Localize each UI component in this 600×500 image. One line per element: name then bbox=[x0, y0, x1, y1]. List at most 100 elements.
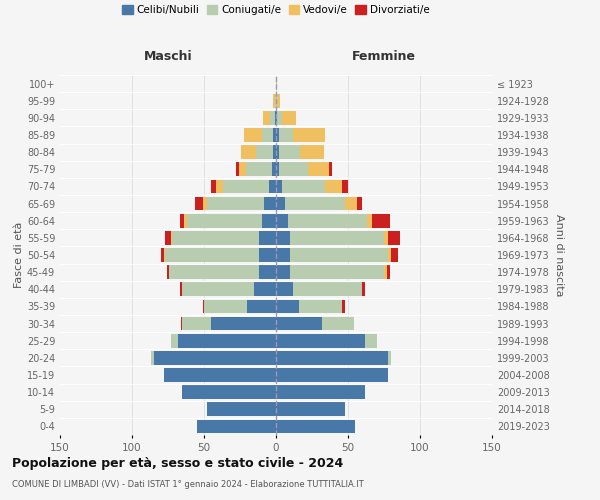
Bar bbox=[276, 402, 345, 416]
Bar bbox=[207, 402, 276, 416]
Bar bbox=[356, 196, 362, 210]
Bar bbox=[345, 196, 356, 210]
Y-axis label: Anni di nascita: Anni di nascita bbox=[554, 214, 563, 296]
Bar bbox=[301, 146, 323, 159]
Bar bbox=[277, 111, 282, 124]
Bar bbox=[273, 146, 276, 159]
Bar bbox=[178, 334, 276, 347]
Bar bbox=[215, 180, 223, 194]
Bar bbox=[254, 282, 276, 296]
Bar bbox=[272, 162, 276, 176]
Bar bbox=[277, 94, 280, 108]
Bar bbox=[211, 316, 276, 330]
Bar bbox=[325, 180, 342, 194]
Bar bbox=[365, 334, 377, 347]
Text: COMUNE DI LIMBADI (VV) - Dati ISTAT 1° gennaio 2024 - Elaborazione TUTTITALIA.IT: COMUNE DI LIMBADI (VV) - Dati ISTAT 1° g… bbox=[12, 480, 364, 489]
Bar bbox=[322, 316, 354, 330]
Bar bbox=[204, 300, 247, 314]
Bar bbox=[276, 248, 290, 262]
Bar bbox=[290, 266, 384, 279]
Bar bbox=[276, 111, 277, 124]
Bar bbox=[287, 214, 367, 228]
Bar bbox=[273, 94, 275, 108]
Bar bbox=[279, 162, 308, 176]
Bar bbox=[342, 300, 345, 314]
Bar bbox=[275, 94, 276, 108]
Bar bbox=[203, 196, 207, 210]
Bar bbox=[373, 214, 390, 228]
Bar bbox=[197, 420, 276, 434]
Bar bbox=[275, 111, 276, 124]
Bar bbox=[276, 162, 279, 176]
Bar bbox=[279, 128, 293, 142]
Bar bbox=[384, 266, 387, 279]
Bar bbox=[388, 351, 391, 364]
Bar bbox=[161, 248, 164, 262]
Bar bbox=[276, 231, 290, 244]
Bar bbox=[273, 128, 276, 142]
Bar bbox=[276, 146, 279, 159]
Bar bbox=[276, 368, 388, 382]
Bar bbox=[259, 266, 276, 279]
Bar bbox=[196, 196, 203, 210]
Bar bbox=[151, 351, 154, 364]
Bar bbox=[284, 196, 345, 210]
Text: Femmine: Femmine bbox=[352, 50, 416, 63]
Bar bbox=[299, 300, 342, 314]
Bar bbox=[203, 300, 204, 314]
Text: Maschi: Maschi bbox=[143, 50, 193, 63]
Bar bbox=[276, 94, 277, 108]
Bar bbox=[223, 180, 269, 194]
Bar bbox=[276, 420, 355, 434]
Bar bbox=[276, 128, 279, 142]
Legend: Celibi/Nubili, Coniugati/e, Vedovi/e, Divorziati/e: Celibi/Nubili, Coniugati/e, Vedovi/e, Di… bbox=[122, 5, 430, 15]
Bar bbox=[391, 248, 398, 262]
Bar bbox=[276, 334, 365, 347]
Bar bbox=[276, 266, 290, 279]
Bar bbox=[182, 386, 276, 399]
Bar bbox=[182, 282, 254, 296]
Bar bbox=[293, 128, 325, 142]
Text: Popolazione per età, sesso e stato civile - 2024: Popolazione per età, sesso e stato civil… bbox=[12, 458, 343, 470]
Bar bbox=[290, 231, 384, 244]
Bar bbox=[165, 231, 171, 244]
Bar bbox=[182, 316, 211, 330]
Y-axis label: Fasce di età: Fasce di età bbox=[14, 222, 24, 288]
Bar bbox=[263, 111, 270, 124]
Bar bbox=[362, 282, 365, 296]
Bar bbox=[262, 128, 273, 142]
Bar bbox=[171, 334, 178, 347]
Bar bbox=[164, 368, 276, 382]
Bar bbox=[154, 351, 276, 364]
Bar bbox=[367, 214, 373, 228]
Bar bbox=[179, 214, 184, 228]
Bar bbox=[187, 214, 262, 228]
Bar bbox=[179, 282, 182, 296]
Bar bbox=[276, 282, 293, 296]
Bar bbox=[308, 162, 329, 176]
Bar bbox=[388, 231, 400, 244]
Bar bbox=[276, 351, 388, 364]
Bar bbox=[239, 162, 246, 176]
Bar bbox=[256, 146, 273, 159]
Bar bbox=[276, 214, 287, 228]
Bar bbox=[269, 180, 276, 194]
Bar bbox=[164, 248, 165, 262]
Bar bbox=[276, 76, 277, 90]
Bar bbox=[236, 162, 239, 176]
Bar bbox=[165, 248, 259, 262]
Bar bbox=[290, 248, 388, 262]
Bar bbox=[293, 282, 362, 296]
Bar bbox=[388, 248, 391, 262]
Bar bbox=[276, 180, 282, 194]
Bar bbox=[265, 196, 276, 210]
Bar bbox=[276, 300, 299, 314]
Bar bbox=[207, 196, 265, 210]
Bar bbox=[171, 231, 172, 244]
Bar bbox=[282, 180, 325, 194]
Bar bbox=[342, 180, 348, 194]
Bar bbox=[279, 146, 301, 159]
Bar bbox=[270, 111, 275, 124]
Bar bbox=[246, 162, 272, 176]
Bar bbox=[244, 128, 262, 142]
